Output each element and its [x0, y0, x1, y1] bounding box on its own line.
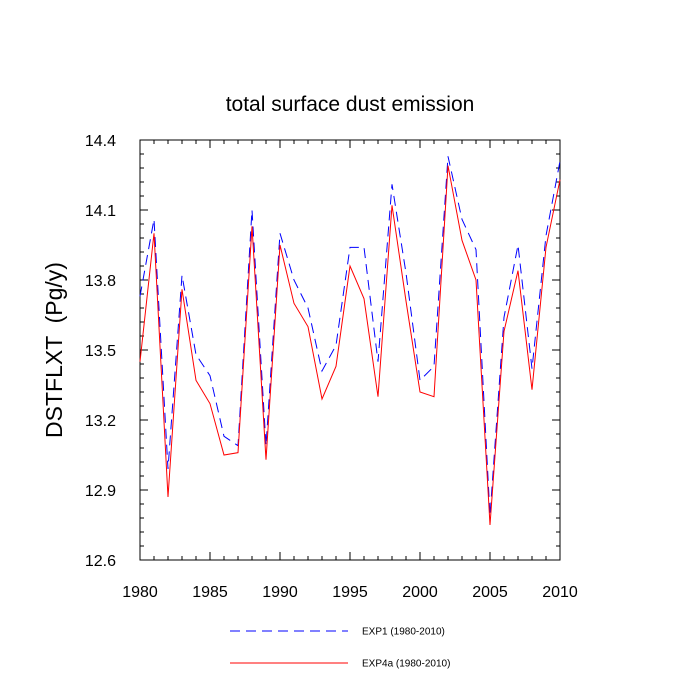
legend-label-2: EXP4a (1980-2010): [362, 659, 450, 670]
y-tick-label: 12.6: [85, 553, 116, 570]
chart-title: total surface dust emission: [226, 93, 475, 116]
legend-label-1: EXP1 (1980-2010): [362, 627, 445, 638]
y-tick-label: 13.8: [85, 273, 116, 290]
y-axis-label: DSTFLXT (Pg/y): [41, 262, 67, 438]
x-tick-label: 1990: [262, 584, 298, 601]
x-tick-label: 1985: [192, 584, 228, 601]
x-tick-label: 2005: [472, 584, 508, 601]
legend: EXP1 (1980-2010) EXP4a (1980-2010): [230, 627, 450, 670]
x-tick-label: 1995: [332, 584, 368, 601]
y-tick-label: 13.2: [85, 413, 116, 430]
x-tick-label: 2010: [542, 584, 578, 601]
plot-frame: [139, 139, 561, 561]
y-tick-label: 12.9: [85, 483, 116, 500]
series-line-1: [139, 156, 561, 516]
x-tick-label: 2000: [402, 584, 438, 601]
x-tick-label: 1980: [122, 584, 158, 601]
series-line-2: [139, 165, 561, 526]
plot-area: 1980 1985 1990 1995 2000 2005 2010 12.6 12.9 13.2…: [85, 133, 578, 601]
y-tick-label: 14.4: [85, 133, 116, 150]
y-tick-label: 13.5: [85, 343, 116, 360]
y-tick-label: 14.1: [85, 203, 116, 220]
series-layer: [139, 156, 561, 526]
